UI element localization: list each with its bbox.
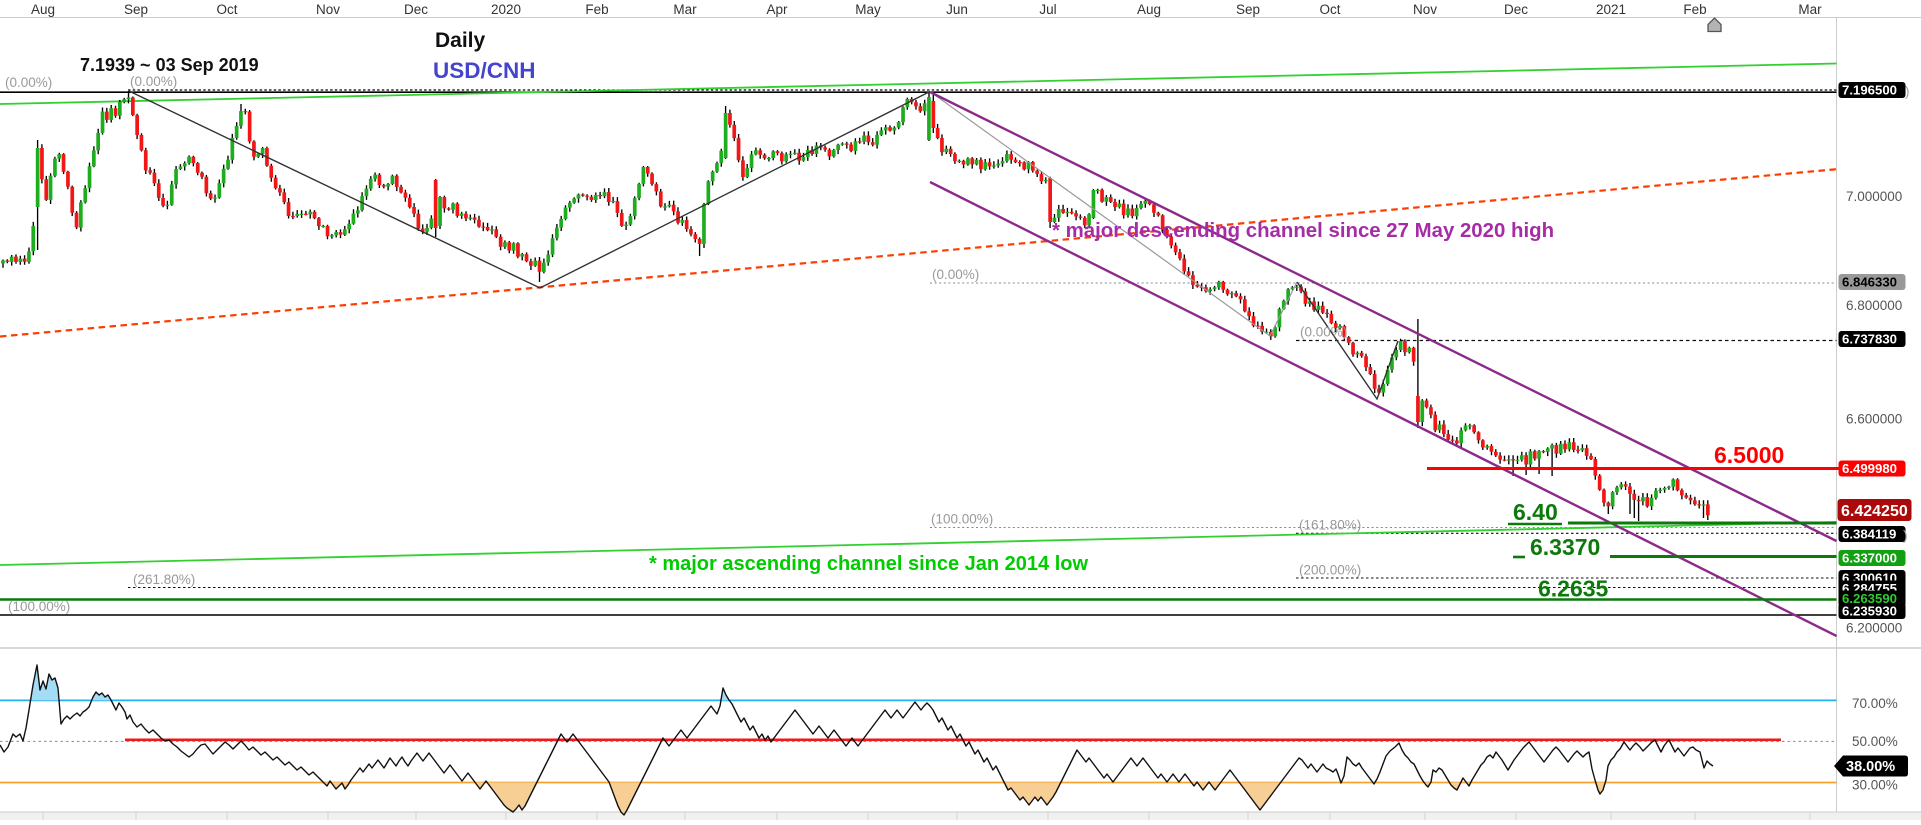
svg-text:6.737830: 6.737830 <box>1842 332 1897 347</box>
svg-text:Feb: Feb <box>1683 2 1706 17</box>
svg-text:30.00%: 30.00% <box>1852 778 1898 793</box>
svg-text:* major descending channel sin: * major descending channel since 27 May … <box>1052 220 1554 242</box>
svg-text:7.196500: 7.196500 <box>1842 83 1897 98</box>
svg-text:Oct: Oct <box>216 2 237 17</box>
svg-text:Nov: Nov <box>1413 2 1437 17</box>
svg-text:6.600000: 6.600000 <box>1846 412 1902 427</box>
svg-text:6.499980: 6.499980 <box>1842 461 1897 476</box>
svg-text:6.800000: 6.800000 <box>1846 298 1902 313</box>
svg-text:Dec: Dec <box>1504 2 1528 17</box>
svg-text:6.424250: 6.424250 <box>1841 503 1908 520</box>
svg-text:50.00%: 50.00% <box>1852 734 1898 749</box>
svg-text:Apr: Apr <box>766 2 788 17</box>
svg-text:(161.80%): (161.80%) <box>1299 518 1361 533</box>
svg-text:Daily: Daily <box>435 29 486 52</box>
svg-text:Aug: Aug <box>1137 2 1161 17</box>
svg-text:Mar: Mar <box>673 2 697 17</box>
svg-text:6.2635: 6.2635 <box>1538 576 1609 602</box>
svg-text:2020: 2020 <box>491 2 521 17</box>
svg-text:May: May <box>855 2 881 17</box>
svg-text:(100.00%): (100.00%) <box>931 512 993 527</box>
svg-text:USD/CNH: USD/CNH <box>433 58 536 83</box>
svg-text:7.000000: 7.000000 <box>1846 189 1902 204</box>
svg-text:* major ascending channel sinc: * major ascending channel since Jan 2014… <box>649 553 1089 575</box>
svg-text:6.3370: 6.3370 <box>1530 534 1600 560</box>
svg-text:6.384119: 6.384119 <box>1842 527 1896 542</box>
svg-text:Sep: Sep <box>1236 2 1260 17</box>
svg-text:(0.00%): (0.00%) <box>5 75 52 90</box>
svg-text:70.00%: 70.00% <box>1852 696 1898 711</box>
svg-text:6.200000: 6.200000 <box>1846 621 1902 636</box>
svg-text:(100.00%): (100.00%) <box>8 599 70 614</box>
svg-text:Feb: Feb <box>585 2 608 17</box>
svg-text:6.235930: 6.235930 <box>1842 604 1897 619</box>
svg-text:6.846330: 6.846330 <box>1842 275 1897 290</box>
svg-text:Aug: Aug <box>31 2 55 17</box>
svg-text:7.1939 ~ 03 Sep 2019: 7.1939 ~ 03 Sep 2019 <box>80 55 259 75</box>
svg-text:Dec: Dec <box>404 2 428 17</box>
svg-text:Sep: Sep <box>124 2 148 17</box>
svg-text:(261.80%): (261.80%) <box>133 572 195 587</box>
svg-text:): ) <box>1905 84 1910 99</box>
svg-text:6.40: 6.40 <box>1513 499 1558 525</box>
svg-text:(0.00%): (0.00%) <box>1300 325 1347 340</box>
svg-text:38.00%: 38.00% <box>1846 759 1895 775</box>
svg-text:2021: 2021 <box>1596 2 1626 17</box>
svg-text:6.5000: 6.5000 <box>1714 442 1784 468</box>
svg-text:Mar: Mar <box>1798 2 1822 17</box>
svg-text:): ) <box>1903 528 1908 543</box>
svg-text:Nov: Nov <box>316 2 340 17</box>
svg-text:Jul: Jul <box>1039 2 1056 17</box>
svg-text:(0.00%): (0.00%) <box>130 74 177 89</box>
svg-text:(0.00%): (0.00%) <box>932 267 979 282</box>
svg-text:Oct: Oct <box>1319 2 1340 17</box>
svg-text:6.337000: 6.337000 <box>1842 551 1897 566</box>
svg-text:Jun: Jun <box>946 2 968 17</box>
svg-text:(200.00%): (200.00%) <box>1299 563 1361 578</box>
